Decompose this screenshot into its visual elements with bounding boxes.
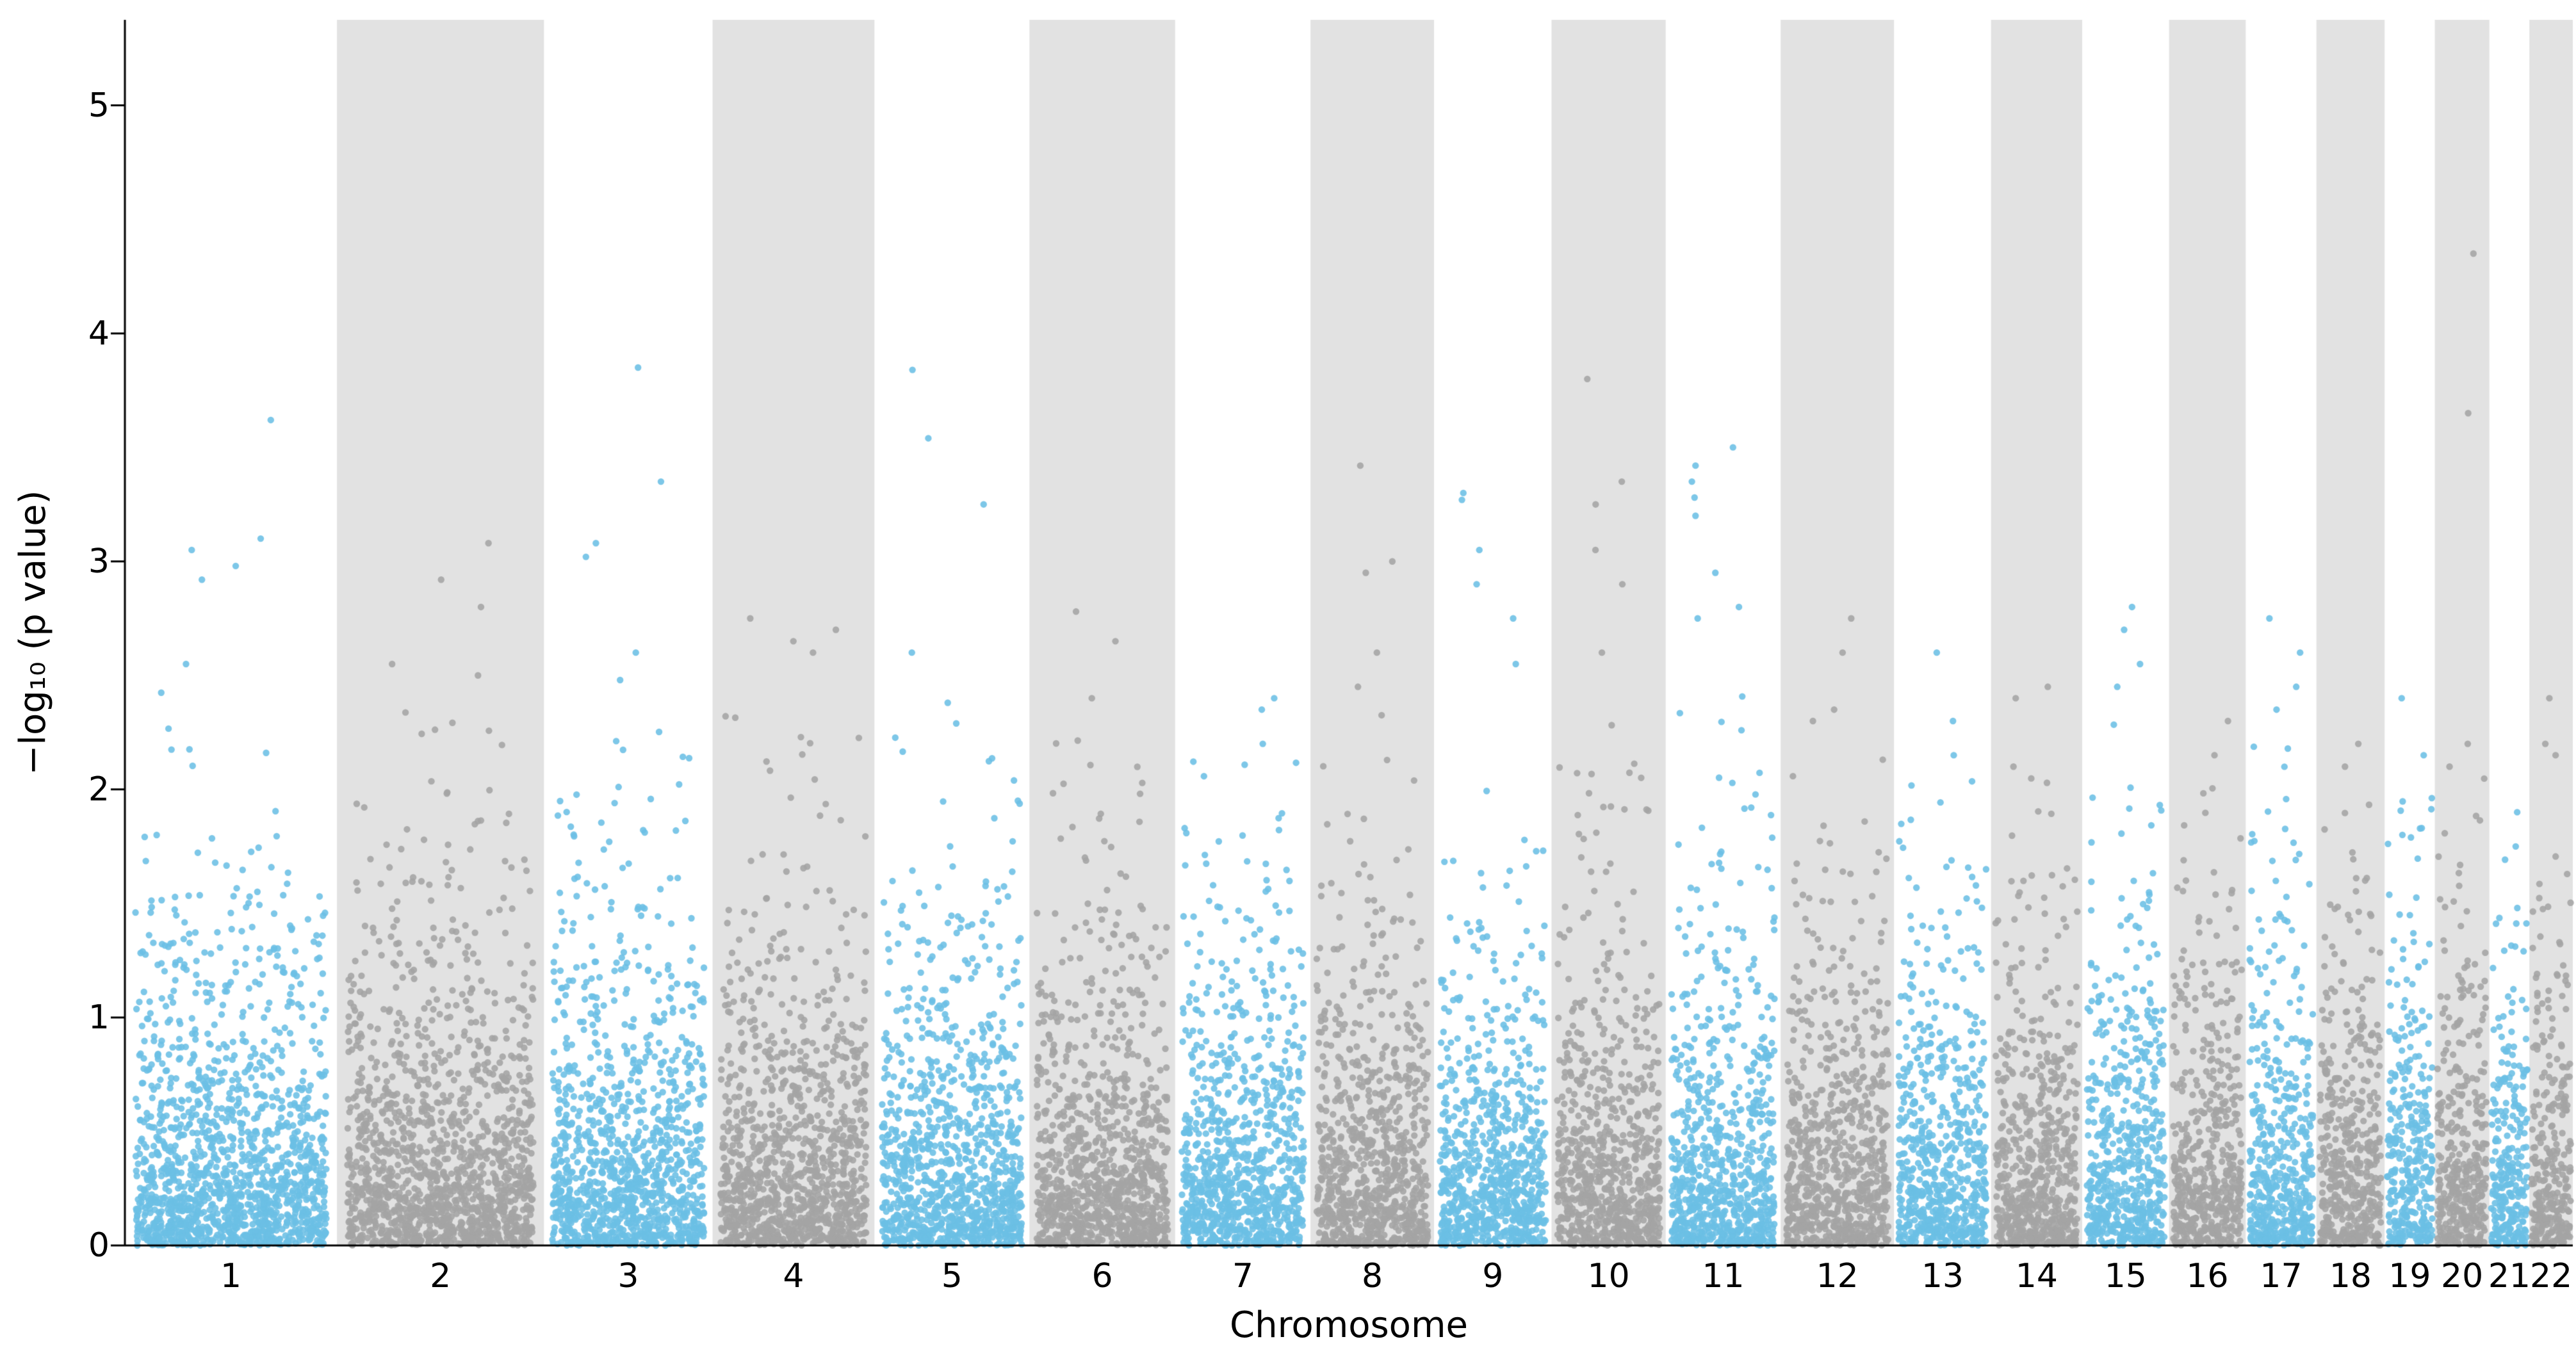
y-tick-label: 1 [88,998,110,1037]
x-tick-label-chr6: 6 [1091,1257,1113,1295]
x-tick-label-chr7: 7 [1232,1257,1253,1295]
x-tick-label-chr2: 2 [430,1257,452,1295]
x-tick-label-chr1: 1 [220,1257,242,1295]
x-tick-label-chr11: 11 [1702,1257,1745,1295]
x-tick-label-chr14: 14 [2015,1257,2058,1295]
x-tick-label-chr4: 4 [783,1257,804,1295]
x-tick-label-chr12: 12 [1816,1257,1859,1295]
x-tick-label-chr21: 21 [2488,1257,2531,1295]
x-tick-label-chr22: 22 [2529,1257,2573,1295]
y-tick-label: 5 [88,86,110,125]
x-tick-label-chr10: 10 [1587,1257,1630,1295]
x-axis-title: Chromosome [1230,1304,1468,1346]
y-axis-title: −log₁₀ (p value) [12,490,54,775]
x-tick-label-chr13: 13 [1921,1257,1964,1295]
x-tick-label-chr3: 3 [617,1257,639,1295]
x-tick-label-chr9: 9 [1482,1257,1504,1295]
x-tick-label-chr8: 8 [1362,1257,1383,1295]
x-tick-label-chr19: 19 [2388,1257,2431,1295]
x-tick-label-chr15: 15 [2104,1257,2147,1295]
x-tick-label-chr17: 17 [2260,1257,2303,1295]
y-tick-label: 0 [88,1226,110,1265]
x-tick-label-chr18: 18 [2329,1257,2372,1295]
x-tick-label-chr16: 16 [2186,1257,2229,1295]
y-tick-label: 2 [88,770,110,809]
y-tick-label: 3 [88,542,110,581]
x-tick-label-chr5: 5 [941,1257,963,1295]
y-tick-label: 4 [88,314,110,353]
x-tick-label-chr20: 20 [2441,1257,2484,1295]
